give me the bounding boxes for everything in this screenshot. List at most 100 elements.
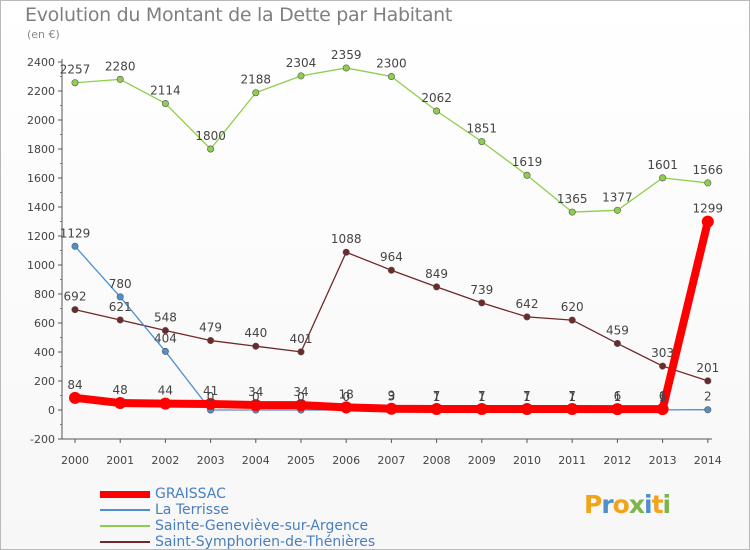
data-point <box>611 403 624 416</box>
data-label: 1851 <box>467 122 498 136</box>
data-point <box>568 208 576 216</box>
data-label: 620 <box>561 300 584 314</box>
x-tick-label: 2011 <box>558 454 586 467</box>
data-label: 1601 <box>647 158 678 172</box>
data-point <box>161 327 169 335</box>
data-label: 1299 <box>693 202 724 216</box>
data-point <box>478 138 486 146</box>
data-point <box>568 316 576 324</box>
data-point <box>523 313 531 321</box>
data-point <box>71 306 79 314</box>
x-tick-label: 2008 <box>423 454 451 467</box>
y-tick-label: 600 <box>34 317 55 330</box>
data-label: 479 <box>199 321 222 335</box>
data-point <box>523 171 531 179</box>
y-tick-label: 1000 <box>27 259 55 272</box>
data-label: 1800 <box>195 129 226 143</box>
data-point <box>566 402 579 415</box>
legend-item: GRAISSAC <box>100 486 375 502</box>
data-label: 7 <box>568 389 576 403</box>
legend-swatch <box>100 525 150 527</box>
data-label: 2359 <box>331 48 362 62</box>
y-tick-label: 2200 <box>27 85 55 98</box>
series-saint-symphorien-de-th-ni-res <box>71 248 712 385</box>
data-point <box>297 348 305 356</box>
data-point <box>656 403 669 416</box>
data-label: 404 <box>154 331 177 345</box>
y-tick-label: -200 <box>30 433 55 446</box>
data-label: 1365 <box>557 192 588 206</box>
data-label: 48 <box>113 383 128 397</box>
data-point <box>478 299 486 307</box>
legend-label: La Terrisse <box>155 502 229 518</box>
y-tick-label: 1200 <box>27 230 55 243</box>
data-label: 401 <box>290 332 313 346</box>
proxiti-logo: Proxiti <box>584 490 671 519</box>
x-tick-label: 2001 <box>106 454 134 467</box>
logo-letter: i <box>644 490 653 519</box>
data-point <box>71 242 79 250</box>
y-tick-label: 1800 <box>27 143 55 156</box>
x-tick-label: 2009 <box>468 454 496 467</box>
data-point <box>387 266 395 274</box>
data-label: 964 <box>380 250 403 264</box>
legend-item: Sainte-Geneviève-sur-Argence <box>100 518 375 534</box>
data-point <box>249 399 262 412</box>
data-label: 6 <box>659 389 667 403</box>
chart-legend: GRAISSAC La Terrisse Sainte-Geneviève-sur-… <box>100 486 375 550</box>
y-tick-label: 1400 <box>27 201 55 214</box>
legend-item: Saint-Symphorien-de-Thénières <box>100 534 375 550</box>
data-label: 0 <box>252 390 260 404</box>
data-point <box>204 398 217 411</box>
data-point <box>659 362 667 370</box>
data-label: 7 <box>433 389 441 403</box>
data-label: 1 <box>433 390 441 404</box>
data-label: 1377 <box>602 190 633 204</box>
data-label: 780 <box>109 277 132 291</box>
x-tick-label: 2014 <box>694 454 722 467</box>
legend-item: La Terrisse <box>100 502 375 518</box>
data-label: 2114 <box>150 83 181 97</box>
data-point <box>433 283 441 291</box>
data-label: 440 <box>244 326 267 340</box>
y-tick-label: 400 <box>34 346 55 359</box>
legend-label: GRAISSAC <box>155 486 226 502</box>
data-label: 548 <box>154 311 177 325</box>
legend-label: Saint-Symphorien-de-Thénières <box>155 534 376 550</box>
legend-label: Sainte-Geneviève-sur-Argence <box>155 518 369 534</box>
y-tick-label: 0 <box>48 404 55 417</box>
data-label: 0 <box>207 390 215 404</box>
data-label: 0 <box>342 390 350 404</box>
x-tick-label: 2007 <box>377 454 405 467</box>
data-label: 1 <box>523 390 531 404</box>
data-label: 2280 <box>105 59 136 73</box>
data-point <box>69 391 81 404</box>
data-label: 34 <box>293 385 308 399</box>
data-point <box>114 397 127 410</box>
data-label: 1619 <box>512 155 543 169</box>
data-label: 84 <box>67 378 82 392</box>
data-label: 9 <box>388 389 396 403</box>
data-labels: 84 48 44 41 34 34 18 9 7 7 7 7 6 6 1299 <box>67 202 723 403</box>
y-tick-label: 2000 <box>27 114 55 127</box>
data-label: 692 <box>64 290 87 304</box>
data-point <box>297 72 305 80</box>
data-label: 2 <box>704 390 712 404</box>
data-label: 201 <box>696 361 719 375</box>
x-tick-label: 2006 <box>332 454 360 467</box>
data-point <box>704 406 712 414</box>
data-label: 7 <box>478 389 486 403</box>
data-point <box>207 337 215 345</box>
data-label: 2300 <box>376 57 407 71</box>
data-point <box>116 316 124 324</box>
data-label: 303 <box>651 346 674 360</box>
x-tick-label: 2012 <box>603 454 631 467</box>
series-sainte-genevi-ve-sur-argence <box>71 64 712 216</box>
data-point <box>430 402 443 415</box>
x-tick-label: 2002 <box>151 454 179 467</box>
data-label: 459 <box>606 323 629 337</box>
logo-letter: x <box>628 490 645 519</box>
data-label: 1 <box>614 390 622 404</box>
data-point <box>340 401 353 414</box>
